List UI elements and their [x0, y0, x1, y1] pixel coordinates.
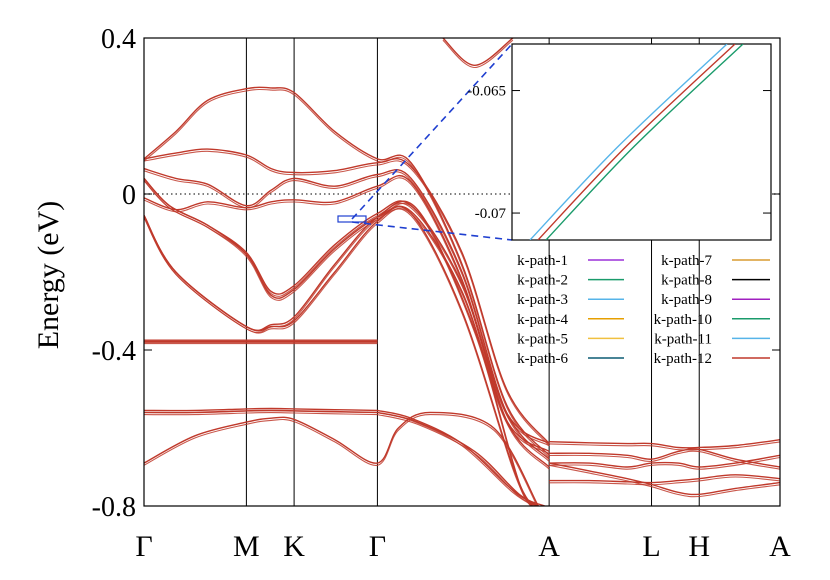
band-line [144, 88, 550, 458]
band-line [144, 412, 378, 416]
x-tick-label: M [233, 530, 260, 563]
zoom-connector [351, 221, 513, 241]
band-line [549, 476, 780, 486]
band-line [144, 407, 378, 412]
band-line [144, 148, 550, 445]
inset-frame [511, 43, 772, 241]
bands-group [144, 38, 780, 506]
inset-y-tick-label: -0.065 [467, 84, 506, 100]
band-line [144, 414, 538, 506]
band-line [549, 456, 780, 470]
band-line [549, 474, 780, 484]
band-line [144, 200, 539, 506]
band-line [144, 206, 533, 506]
band-line [549, 450, 780, 470]
legend-label: k-path-2 [517, 273, 568, 289]
plot-frame [143, 37, 781, 507]
x-tick-label: Γ [135, 530, 152, 563]
band-line [442, 39, 514, 69]
band-line [549, 441, 780, 451]
zoom-connector [351, 43, 513, 220]
x-tick-label: K [283, 530, 305, 563]
inset-plot: -0.065 -0.07 [337, 43, 772, 241]
band-line [144, 208, 532, 506]
legend-label: k-path-12 [654, 351, 712, 367]
band-line [144, 203, 534, 506]
band-line [144, 150, 550, 447]
inset-band-line [537, 44, 736, 240]
band-line [549, 454, 780, 468]
inset-band-line [529, 44, 728, 240]
band-line [549, 448, 780, 468]
legend: k-path-1 k-path-2 k-path-3 k-path-4 k-path-5… [517, 253, 770, 367]
y-tick-label: 0 [122, 180, 136, 211]
legend-label: k-path-9 [661, 292, 712, 308]
band-line [144, 86, 550, 456]
x-tick-label: H [688, 530, 710, 563]
legend-label: k-path-3 [517, 292, 568, 308]
y-tick-label: -0.8 [92, 492, 136, 523]
legend-label: k-path-5 [517, 331, 568, 347]
inset-lines [529, 44, 744, 240]
band-line [442, 38, 514, 67]
band-line [548, 464, 780, 498]
inset-band-line [545, 44, 744, 240]
band-line [144, 170, 550, 462]
legend-label: k-path-4 [517, 312, 568, 328]
band-line [144, 409, 378, 414]
inset-y-tick-label: -0.07 [475, 206, 507, 222]
band-line [144, 177, 550, 470]
band-line [144, 177, 550, 453]
y-axis-label: Energy (eV) [32, 201, 65, 350]
band-line [144, 175, 550, 468]
x-tick-label: A [769, 530, 791, 563]
x-tick-label: A [538, 530, 560, 563]
legend-label: k-path-1 [517, 253, 568, 269]
band-line [144, 411, 539, 506]
band-line [144, 180, 550, 455]
legend-label: k-path-8 [661, 273, 712, 289]
legend-label: k-path-10 [654, 312, 712, 328]
y-tick-label: -0.4 [92, 336, 136, 367]
legend-label: k-path-6 [517, 351, 568, 367]
band-line [549, 439, 780, 449]
legend-label: k-path-7 [661, 253, 712, 269]
x-tick-label: L [642, 530, 660, 563]
y-tick-label: 0.4 [101, 24, 136, 55]
band-line [548, 462, 780, 496]
x-tick-label: Γ [369, 530, 386, 563]
band-line [144, 167, 550, 460]
legend-label: k-path-11 [654, 331, 712, 347]
